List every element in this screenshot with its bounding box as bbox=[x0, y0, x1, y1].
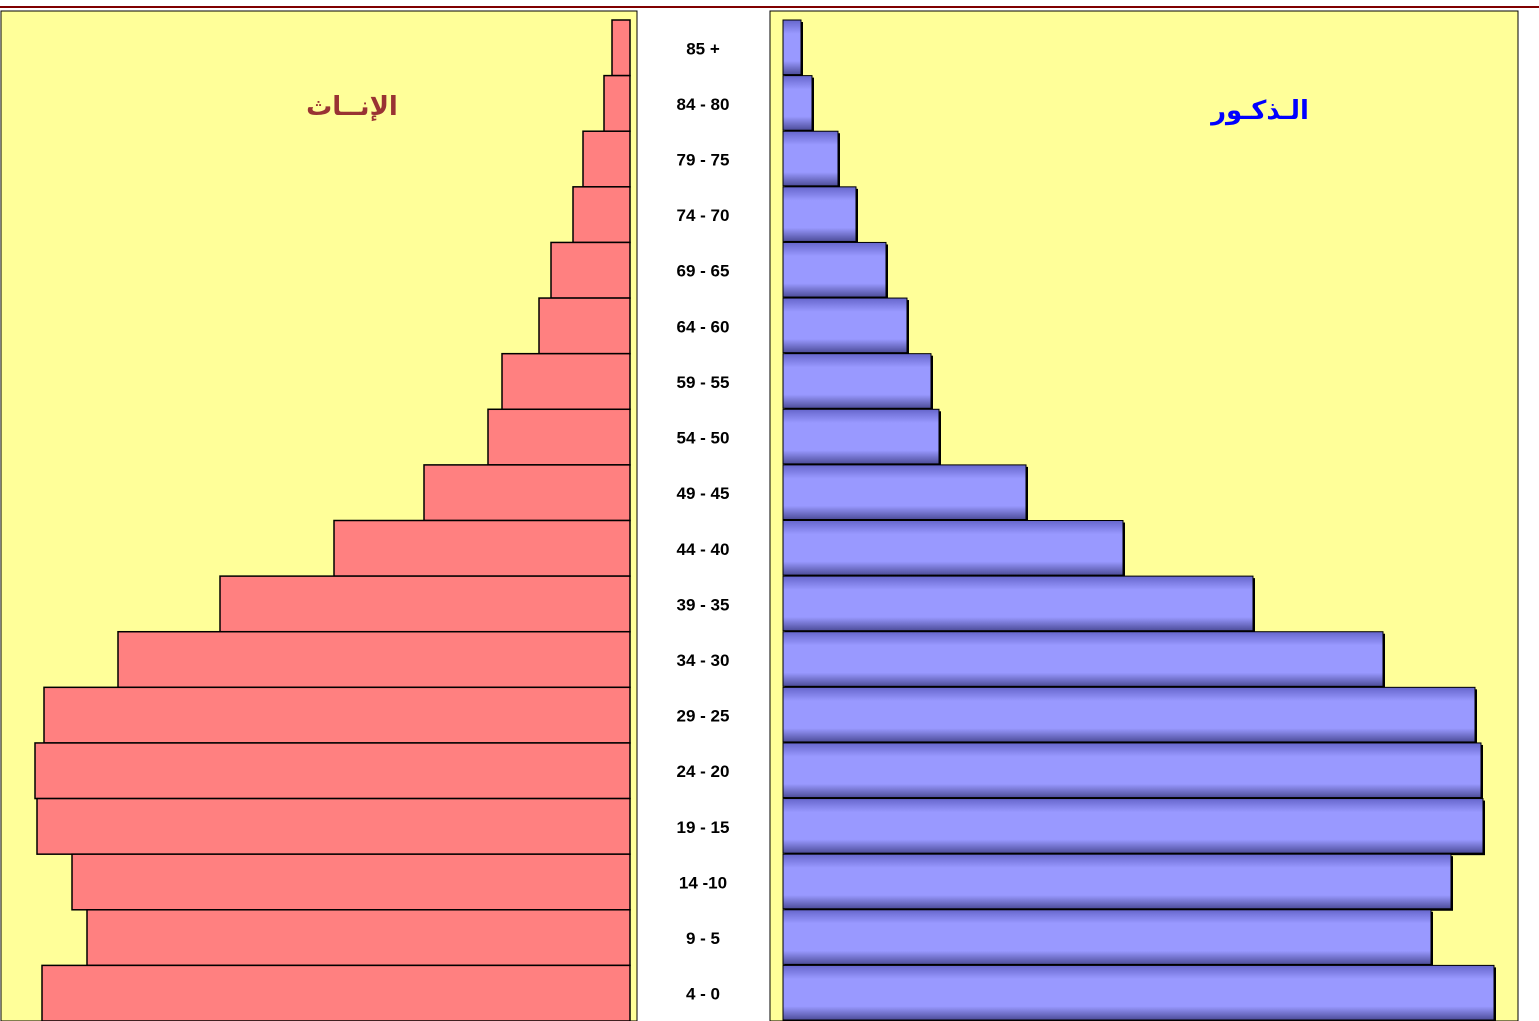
male-bar bbox=[782, 909, 1432, 965]
category-label: 79 - 75 bbox=[677, 151, 730, 170]
category-label: 14 -10 bbox=[679, 873, 727, 892]
male-bar bbox=[782, 742, 1482, 799]
male-bar bbox=[782, 75, 813, 131]
category-label: 84 - 80 bbox=[677, 95, 730, 114]
male-label: الـذكـور bbox=[1209, 95, 1309, 126]
female-bar bbox=[603, 74, 631, 132]
male-bar bbox=[782, 464, 1027, 520]
category-label: 74 - 70 bbox=[677, 206, 730, 225]
category-label: 4 - 0 bbox=[686, 985, 720, 1004]
category-label: 9 - 5 bbox=[686, 929, 720, 948]
female-bar bbox=[36, 797, 631, 855]
female-bar bbox=[538, 297, 631, 355]
male-bar bbox=[782, 575, 1254, 632]
female-bar bbox=[501, 352, 631, 411]
category-label: 49 - 45 bbox=[677, 484, 730, 503]
male-bar bbox=[782, 408, 940, 465]
female-bar bbox=[487, 408, 631, 466]
category-label: 24 - 20 bbox=[677, 762, 730, 781]
category-label: 69 - 65 bbox=[677, 262, 730, 281]
male-bar bbox=[782, 19, 802, 76]
male-bar bbox=[782, 964, 1495, 1021]
male-bar bbox=[782, 631, 1384, 687]
category-label: 85 + bbox=[686, 39, 720, 58]
female-label: الإنــاث bbox=[306, 91, 398, 122]
female-bar bbox=[117, 630, 631, 689]
category-label: 19 - 15 bbox=[677, 818, 730, 837]
female-bar bbox=[423, 464, 631, 522]
category-label: 39 - 35 bbox=[677, 595, 730, 614]
male-bar bbox=[782, 686, 1476, 743]
female-bar bbox=[41, 964, 631, 1021]
male-bar bbox=[782, 853, 1452, 910]
female-bar bbox=[572, 186, 631, 244]
female-bar bbox=[71, 853, 631, 911]
female-bar bbox=[582, 130, 631, 188]
male-bar bbox=[782, 520, 1124, 576]
category-label: 64 - 60 bbox=[677, 317, 730, 336]
female-bar bbox=[611, 19, 631, 77]
category-label: 29 - 25 bbox=[677, 707, 730, 726]
female-bar bbox=[219, 575, 631, 633]
category-label: 34 - 30 bbox=[677, 651, 730, 670]
category-label: 54 - 50 bbox=[677, 429, 730, 448]
male-bar bbox=[782, 353, 932, 409]
female-bar bbox=[333, 519, 631, 577]
male-bar bbox=[782, 297, 908, 354]
category-label: 44 - 40 bbox=[677, 540, 730, 559]
female-bar bbox=[550, 241, 631, 299]
category-label: 59 - 55 bbox=[677, 373, 730, 392]
female-bar bbox=[43, 686, 631, 744]
male-bar bbox=[782, 186, 857, 242]
female-bar bbox=[34, 742, 631, 800]
male-bar bbox=[782, 798, 1484, 854]
male-bar bbox=[782, 241, 887, 298]
male-bar bbox=[782, 130, 839, 187]
female-bar bbox=[86, 909, 631, 967]
